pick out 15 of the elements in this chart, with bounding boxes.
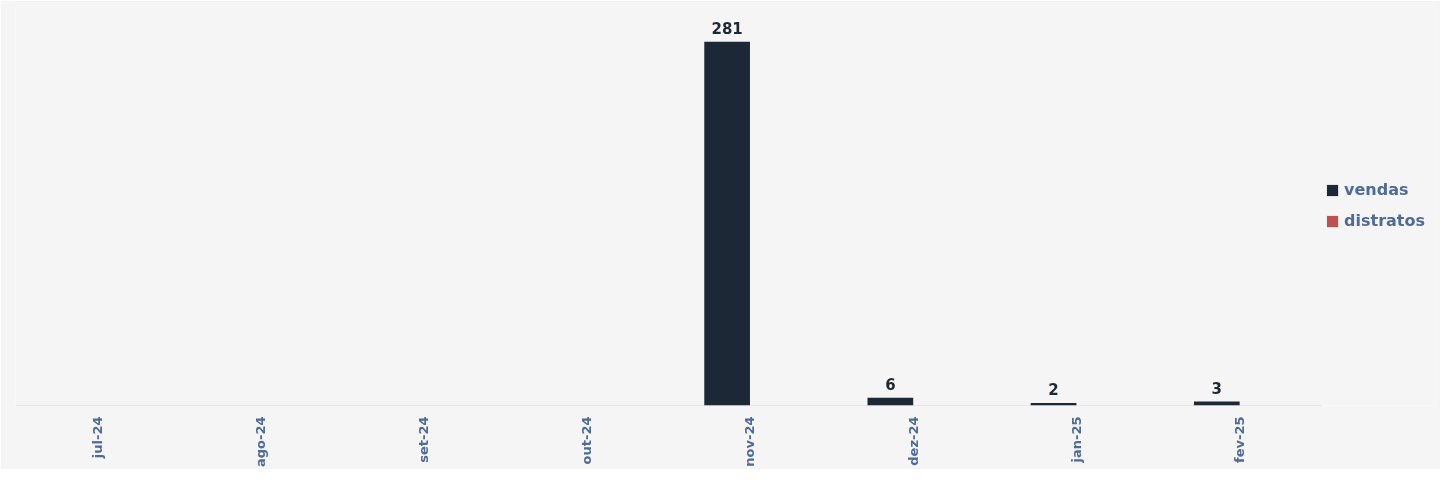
x-tick-label: nov-24 xyxy=(742,416,758,467)
x-tick-label: set-24 xyxy=(416,416,432,463)
x-tick-label: jan-25 xyxy=(1068,416,1084,464)
x-tick-label: ago-24 xyxy=(252,416,268,467)
x-tick-label: out-24 xyxy=(579,416,595,465)
data-label: 281 xyxy=(711,19,743,38)
legend-label: vendas xyxy=(1344,180,1409,199)
data-label: 6 xyxy=(885,375,896,394)
x-tick-label: fev-25 xyxy=(1232,416,1248,463)
legend-label: distratos xyxy=(1344,211,1425,230)
data-label: 2 xyxy=(1048,380,1059,399)
x-tick-label: dez-24 xyxy=(905,416,921,466)
data-label: 3 xyxy=(1211,379,1223,398)
bar xyxy=(704,41,750,406)
x-tick-label: jul-24 xyxy=(89,416,105,460)
